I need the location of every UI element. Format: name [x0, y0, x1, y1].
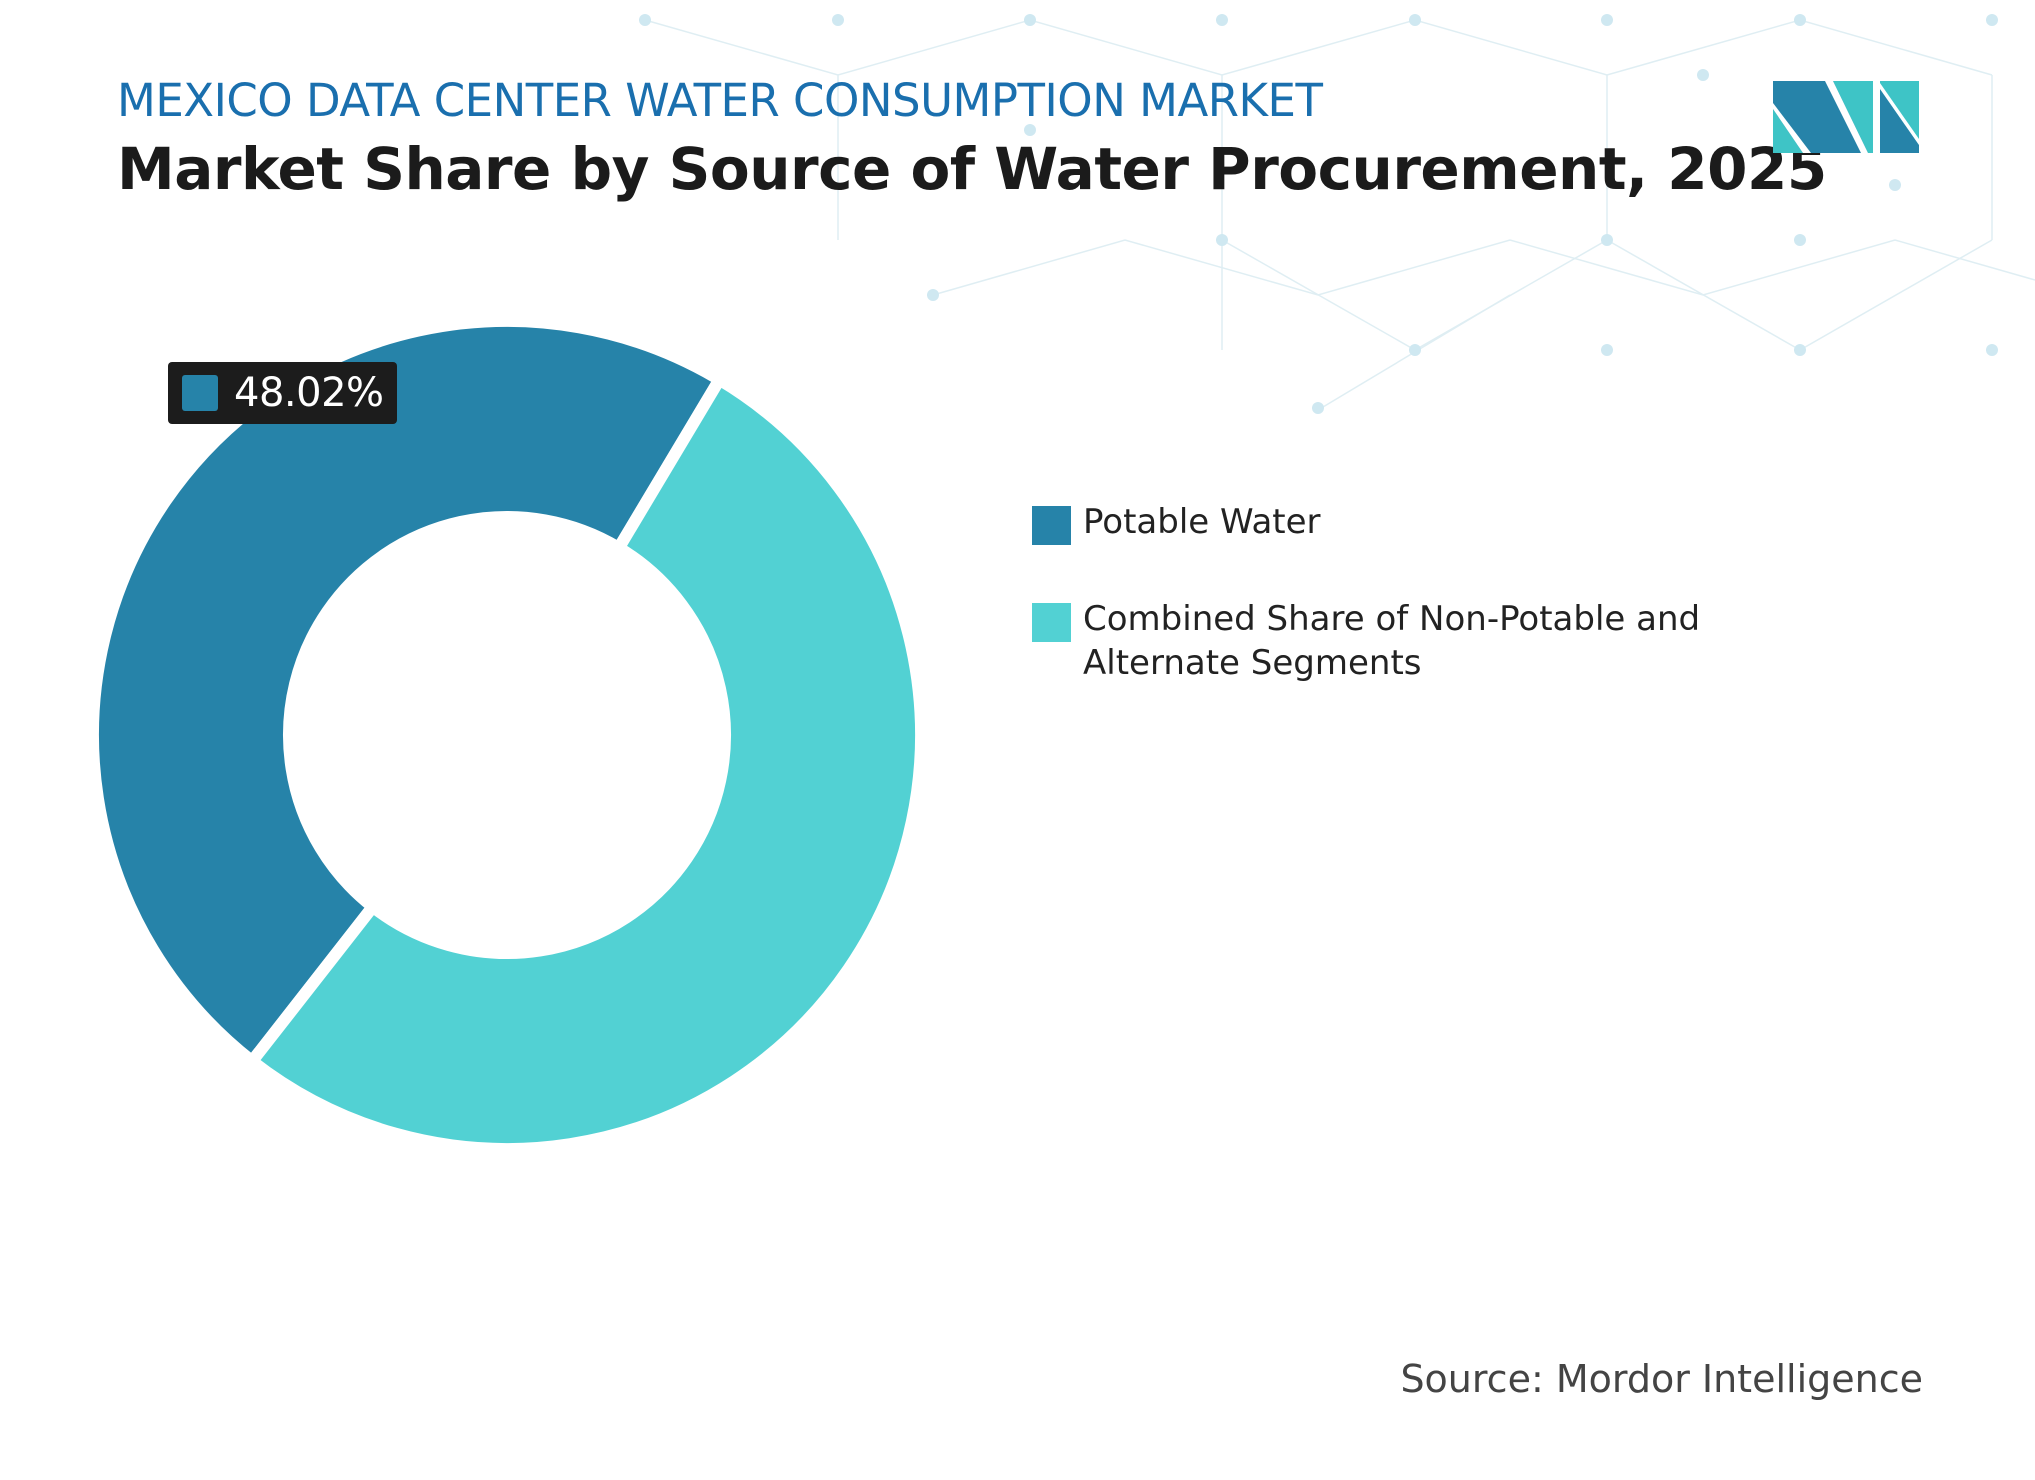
mordor-intelligence-logo — [1773, 81, 1919, 153]
donut-slice-0 — [87, 315, 728, 1070]
donut-chart — [87, 315, 927, 1155]
legend-swatch — [1032, 506, 1071, 545]
source-note: Source: Mordor Intelligence — [1400, 1357, 1923, 1401]
legend-item-potable-water[interactable]: Potable Water — [1032, 500, 1703, 545]
background-hex-pattern — [639, 14, 2035, 414]
chart-title: Market Share by Source of Water Procurem… — [117, 135, 1827, 203]
legend-item-non-potable[interactable]: Combined Share of Non-Potable and Altern… — [1032, 597, 1703, 685]
data-label-value: 48.02% — [234, 370, 384, 416]
legend-label: Potable Water — [1083, 502, 1321, 542]
data-label-potable-water: 48.02% — [168, 362, 397, 424]
label-swatch — [182, 375, 218, 411]
legend: Potable Water Combined Share of Non-Pota… — [1032, 500, 1703, 737]
legend-label: Combined Share of Non-Potable and Altern… — [1083, 599, 1701, 683]
chart-kicker: MEXICO DATA CENTER WATER CONSUMPTION MAR… — [117, 74, 1323, 127]
donut-slice-1 — [243, 371, 927, 1155]
legend-swatch — [1032, 603, 1071, 642]
